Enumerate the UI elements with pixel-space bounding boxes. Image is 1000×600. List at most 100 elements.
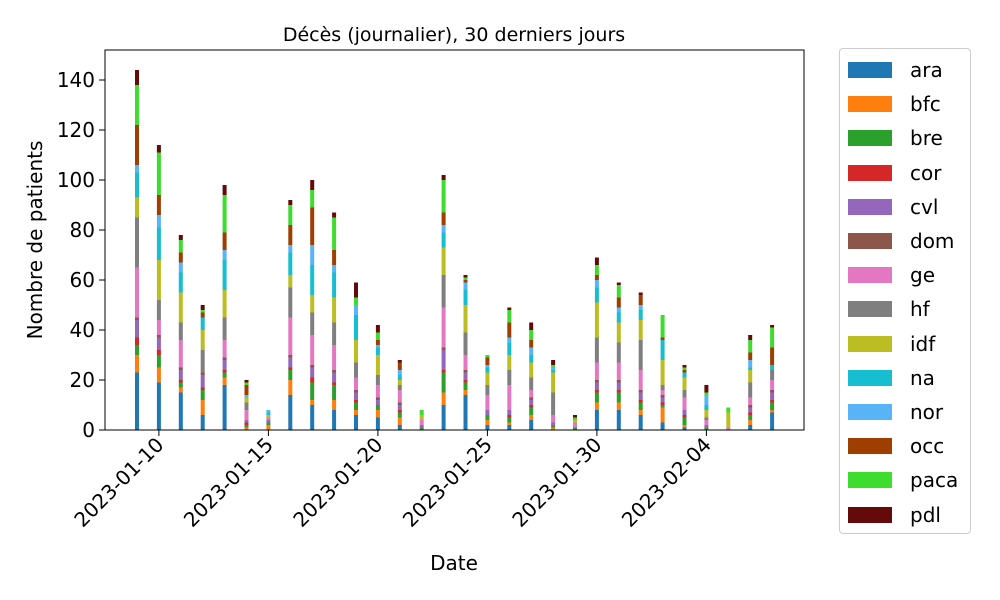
legend-label: pdl: [910, 502, 941, 527]
bar-segment-pdl-2023-01-27: [529, 322, 534, 330]
legend-item-pdl: pdl: [848, 503, 941, 527]
legend-label: occ: [910, 434, 945, 459]
bar-segment-hf-2023-02-02: [660, 385, 665, 390]
bar-segment-bfc-2023-01-27: [529, 415, 534, 420]
legend-swatch: [848, 404, 892, 420]
legend-swatch: [848, 233, 892, 249]
bar-segment-pdl-2023-01-16: [288, 200, 293, 205]
bar-segment-dom-2023-01-09: [135, 317, 139, 320]
bar-segment-nor-2023-01-27: [529, 347, 534, 355]
bar-segment-na-2023-02-04: [704, 405, 709, 410]
chart-title: Décès (journalier), 30 derniers jours: [283, 24, 625, 46]
bar-segment-hf-2023-01-21: [397, 385, 402, 390]
bar-segment-bfc-2023-01-23: [441, 392, 446, 405]
bar-segment-hf-2023-01-28: [551, 392, 556, 415]
bar-segment-pdl-2023-01-21: [397, 360, 402, 363]
bar-segment-occ-2023-01-24: [463, 280, 468, 283]
bar-segment-bfc-2023-01-21: [397, 417, 402, 425]
bar-segment-ara-2023-01-23: [441, 405, 446, 430]
bar-segment-bfc-2023-01-25: [485, 420, 490, 425]
bar-segment-occ-2023-01-09: [135, 125, 139, 165]
bar-segment-dom-2023-01-12: [200, 372, 205, 375]
legend-swatch: [848, 96, 892, 113]
bar-segment-dom-2023-01-11: [178, 367, 183, 370]
legend-item-hf: hf: [848, 297, 930, 321]
bar-segment-paca-2023-01-18: [332, 217, 337, 250]
y-axis-label: Nombre de patients: [23, 141, 47, 340]
bar-segment-ge-2023-01-10: [156, 320, 161, 335]
y-tick-label: 100: [57, 168, 95, 192]
bar-segment-hf-2023-01-18: [332, 322, 337, 345]
bar-segment-idf-2023-02-06: [748, 370, 753, 383]
bar-segment-nor-2023-01-26: [507, 337, 512, 343]
y-tick-label: 140: [57, 68, 95, 92]
bar-segment-cvl-2023-01-24: [463, 372, 468, 380]
bar-segment-bre-2023-01-23: [441, 372, 446, 393]
bar-segment-occ-2023-02-03: [682, 370, 687, 373]
bar-segment-paca-2023-01-24: [463, 277, 468, 280]
bar-segment-na-2023-02-07: [770, 365, 775, 370]
bar-segment-ara-2023-01-25: [485, 425, 490, 430]
bar-segment-nor-2023-01-14: [244, 395, 249, 398]
bar-segment-ara-2023-01-12: [200, 415, 205, 430]
bar-segment-ge-2023-02-07: [770, 380, 775, 390]
bar-segment-cvl-2023-01-23: [441, 350, 446, 370]
legend-label: hf: [910, 297, 930, 322]
bar-segment-cor-2023-01-24: [463, 380, 468, 383]
bar-segment-hf-2023-01-14: [244, 402, 249, 410]
bar-segment-bfc-2023-01-13: [222, 377, 227, 385]
bar-segment-nor-2023-01-19: [354, 305, 358, 315]
bar-segment-nor-2023-01-24: [463, 282, 468, 290]
bar-segment-idf-2023-02-05: [726, 412, 731, 428]
bar-segment-na-2023-01-18: [332, 272, 337, 298]
legend-item-ge: ge: [848, 263, 935, 287]
legend-label: cor: [910, 160, 942, 185]
bar-segment-cor-2023-01-12: [200, 387, 205, 390]
bar-segment-bre-2023-01-26: [507, 417, 512, 423]
y-tick-label: 80: [70, 218, 95, 242]
legend-item-nor: nor: [848, 400, 943, 424]
bar-segment-na-2023-01-16: [288, 252, 293, 275]
bar-segment-idf-2023-02-03: [682, 377, 687, 390]
bar-segment-bre-2023-01-12: [200, 390, 205, 400]
bar-segment-ara-2023-01-19: [354, 415, 358, 430]
bar-segment-pdl-2023-01-18: [332, 212, 337, 218]
bar-segment-paca-2023-02-04: [704, 392, 709, 395]
bar-segment-hf-2023-01-25: [485, 385, 490, 395]
bar-segment-na-2023-02-03: [682, 372, 687, 378]
bar-segment-idf-2023-01-16: [288, 275, 293, 288]
bar-segment-bre-2023-01-10: [156, 355, 161, 368]
bar-segment-idf-2023-01-29: [573, 420, 577, 423]
bar-segment-bfc-2023-01-28: [551, 427, 556, 430]
bar-segment-cor-2023-02-01: [638, 400, 643, 403]
bar-segment-idf-2023-01-22: [419, 415, 424, 420]
bar-segment-idf-2023-01-25: [485, 372, 490, 385]
bar-segment-hf-2023-01-31: [616, 342, 621, 363]
bar-segment-hf-2023-02-03: [682, 390, 687, 398]
bar-segment-idf-2023-02-02: [660, 360, 665, 385]
bar-segment-cvl-2023-01-25: [485, 410, 490, 415]
bar-segment-dom-2023-01-24: [463, 370, 468, 373]
bar-segment-cor-2023-01-18: [332, 382, 337, 385]
bar-segment-cor-2023-01-14: [244, 422, 249, 425]
bar-segment-cvl-2023-01-27: [529, 400, 534, 405]
bar-segment-nor-2023-01-13: [222, 250, 227, 260]
legend-item-dom: dom: [848, 229, 954, 253]
bar-segment-na-2023-01-31: [616, 312, 621, 323]
bar-segment-hf-2023-02-01: [638, 340, 643, 370]
bar-segment-na-2023-02-01: [638, 310, 643, 320]
bar-segment-bre-2023-01-21: [397, 412, 402, 418]
bar-segment-na-2023-01-11: [178, 272, 183, 293]
bar-segment-idf-2023-01-15: [266, 415, 271, 418]
bar-segment-na-2023-01-09: [135, 172, 139, 198]
bar-segment-idf-2023-01-17: [310, 295, 315, 313]
bar-segment-paca-2023-01-25: [485, 355, 490, 358]
bar-segment-ara-2023-02-02: [660, 422, 665, 430]
bar-segment-paca-2023-01-17: [310, 190, 315, 208]
bar-segment-hf-2023-01-30: [594, 337, 599, 363]
bar-segment-ge-2023-01-20: [375, 385, 380, 398]
bar-segment-na-2023-01-10: [156, 227, 161, 260]
bar-segment-pdl-2023-01-10: [156, 145, 161, 153]
bar-segment-idf-2023-01-13: [222, 290, 227, 318]
plot-area-frame: [104, 49, 805, 431]
